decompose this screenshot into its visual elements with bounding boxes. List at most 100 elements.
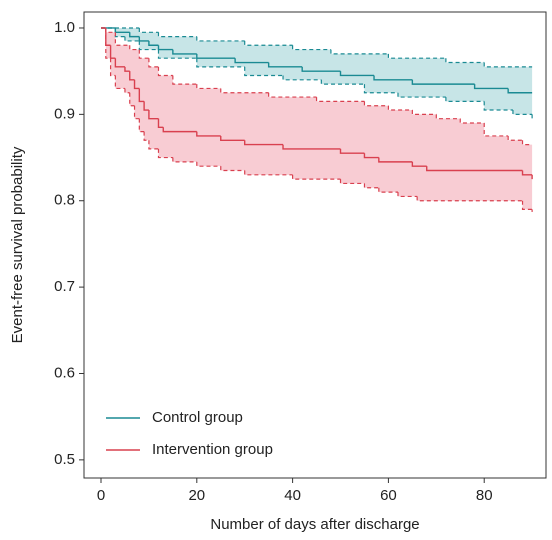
lower-bound <box>196 58 245 68</box>
upper-bound <box>138 27 159 33</box>
y-tick-label: 0.7 <box>54 278 75 295</box>
upper-bound <box>507 135 523 141</box>
survival-step <box>282 144 341 150</box>
lower-bound <box>282 75 322 81</box>
x-tick-label: 20 <box>188 487 205 504</box>
survival-step <box>114 58 125 68</box>
upper-bound <box>445 58 485 64</box>
survival-step <box>109 45 116 59</box>
lower-bound <box>157 49 197 59</box>
legend-label: Intervention group <box>152 441 273 458</box>
lower-bound <box>138 118 145 133</box>
y-tick-label: 0.5 <box>54 451 75 468</box>
upper-bound <box>196 36 245 42</box>
upper-bound <box>196 84 221 90</box>
lower-bound <box>244 170 293 176</box>
y-tick-label: 1.0 <box>54 19 75 36</box>
upper-bound <box>292 45 331 51</box>
survival-step <box>133 79 140 90</box>
survival-step <box>473 84 509 90</box>
survival-step <box>521 170 533 176</box>
survival-step <box>426 166 523 172</box>
upper-bound <box>157 32 197 38</box>
x-tick-label: 60 <box>380 487 397 504</box>
survival-step <box>244 140 284 146</box>
survival-step <box>267 62 303 68</box>
lower-bound <box>124 88 130 94</box>
lower-bound <box>445 97 485 102</box>
upper-bound <box>483 62 533 68</box>
survival-step <box>143 101 149 111</box>
lower-bound <box>109 58 116 77</box>
survival-step <box>157 45 173 51</box>
lower-bound <box>157 148 173 159</box>
survival-step <box>138 36 149 42</box>
upper-bound <box>114 32 130 46</box>
survival-step <box>157 118 164 129</box>
upper-bound <box>129 45 140 51</box>
upper-bound <box>157 66 173 77</box>
y-tick-label: 0.9 <box>54 105 75 122</box>
upper-bound <box>483 122 509 137</box>
lower-bound <box>292 174 341 180</box>
y-tick-label: 0.8 <box>54 192 75 209</box>
upper-bound <box>363 101 389 107</box>
lower-bound <box>244 66 284 77</box>
lower-bound <box>320 79 365 85</box>
lower-bound <box>521 200 533 210</box>
lower-bound <box>129 92 135 107</box>
upper-bound <box>435 114 461 120</box>
survival-step <box>339 148 365 154</box>
survival-step <box>301 66 341 72</box>
survival-step <box>196 131 221 137</box>
upper-bound <box>330 49 389 55</box>
upper-bound <box>387 53 446 59</box>
y-axis-label: Event-free survival probability <box>9 146 26 343</box>
upper-bound <box>521 140 533 146</box>
lower-bound <box>512 110 533 115</box>
lower-bound <box>363 84 398 94</box>
survival-step <box>148 110 159 120</box>
plot-frame <box>83 11 547 479</box>
survival-step <box>162 127 197 133</box>
lower-bound <box>416 196 523 202</box>
upper-bound <box>138 49 149 59</box>
survival-step <box>507 88 533 94</box>
upper-bound <box>315 97 365 102</box>
survival-step <box>138 88 145 103</box>
survival-step <box>172 49 197 55</box>
lower-bound <box>483 101 513 111</box>
confidence-band <box>101 27 533 119</box>
lower-bound <box>397 92 446 98</box>
survival-step <box>124 66 130 72</box>
survival-step <box>114 27 130 33</box>
survival-step <box>148 40 159 46</box>
x-axis-label: Number of days after discharge <box>210 516 419 533</box>
upper-bound <box>148 58 159 68</box>
survival-step <box>411 161 427 167</box>
lower-bound <box>220 166 245 172</box>
survival-step <box>339 71 375 77</box>
upper-bound <box>244 40 293 46</box>
lower-bound <box>339 179 365 185</box>
lower-bound <box>133 105 140 120</box>
x-tick-label: 0 <box>97 487 105 504</box>
lower-bound <box>363 183 379 189</box>
lower-bound <box>378 187 398 193</box>
lower-bound <box>143 131 149 141</box>
x-tick-label: 80 <box>476 487 493 504</box>
upper-bound <box>459 118 485 124</box>
upper-bound <box>268 92 317 98</box>
upper-bound <box>411 110 437 115</box>
x-tick-label: 40 <box>284 487 301 504</box>
survival-step <box>373 75 413 81</box>
survival-step <box>129 71 135 81</box>
lower-bound <box>196 161 221 167</box>
upper-bound <box>220 88 269 94</box>
survival-step <box>411 79 475 85</box>
survival-step <box>220 135 245 141</box>
y-tick-label: 0.6 <box>54 364 75 381</box>
upper-bound <box>172 75 197 85</box>
survival-step <box>196 53 236 59</box>
